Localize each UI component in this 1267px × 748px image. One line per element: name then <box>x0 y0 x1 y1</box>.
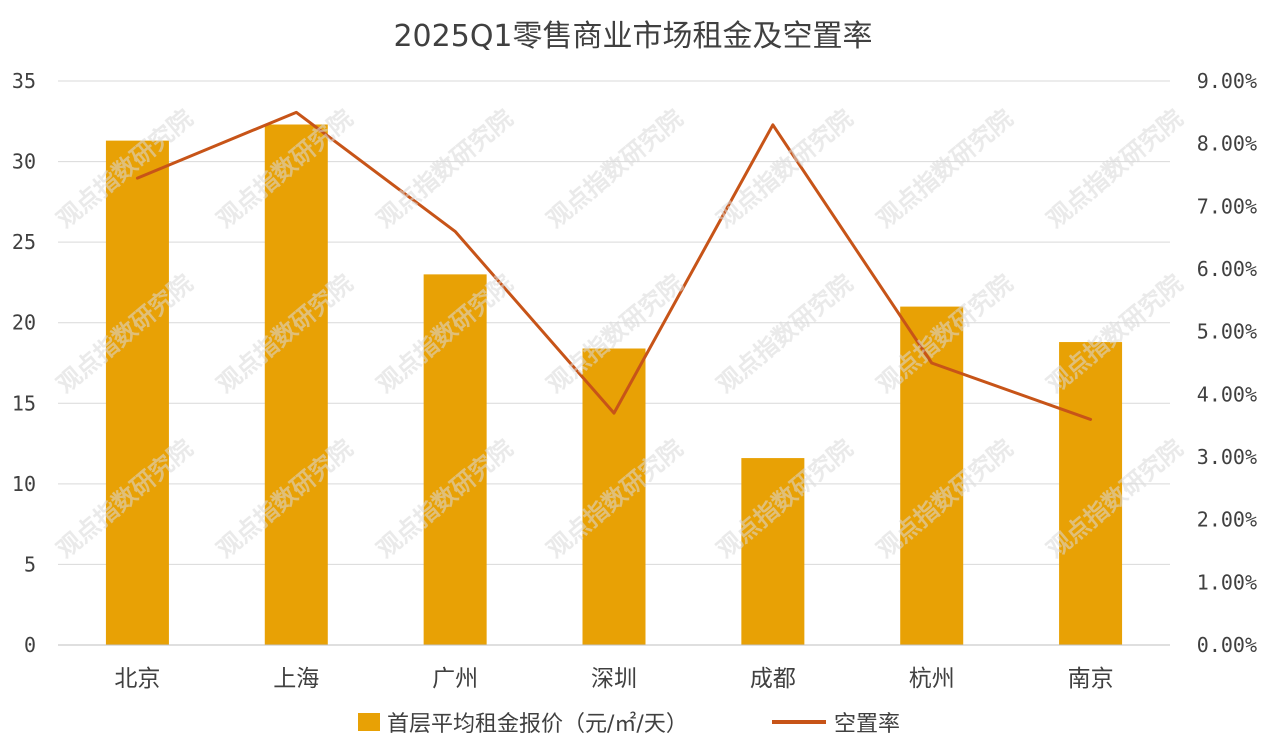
watermark-text: 观点指数研究院 <box>542 104 689 233</box>
y-right-tick-label: 6.00% <box>1197 257 1257 281</box>
legend-label-rent: 首层平均租金报价（元/㎡/天） <box>387 711 688 737</box>
watermark-text: 观点指数研究院 <box>872 104 1019 233</box>
line-vacancy-rate <box>135 110 1093 421</box>
y-left-tick-label: 20 <box>12 311 36 335</box>
y-right-tick-label: 7.00% <box>1197 194 1257 218</box>
x-tick-label: 上海 <box>273 666 319 692</box>
x-tick-label: 广州 <box>432 666 478 692</box>
legend-label-vacancy: 空置率 <box>834 712 900 737</box>
x-tick-label: 杭州 <box>909 666 955 692</box>
y-right-tick-label: 1.00% <box>1197 570 1257 594</box>
bar-南京 <box>1059 342 1123 645</box>
y-right-tick-label: 9.00% <box>1197 69 1257 93</box>
line-series-vacancy <box>135 110 1093 421</box>
bar-广州 <box>423 274 487 645</box>
y-right-tick-label: 0.00% <box>1197 633 1257 657</box>
y-right-tick-label: 4.00% <box>1197 382 1257 406</box>
watermark-text: 观点指数研究院 <box>712 104 859 233</box>
y-right-tick-label: 8.00% <box>1197 132 1257 156</box>
x-tick-label: 成都 <box>750 666 796 692</box>
y-left-tick-label: 30 <box>12 150 36 174</box>
watermark-text: 观点指数研究院 <box>712 269 859 398</box>
axes: 0 5 10 15 20 25 30 35 0.00% 1.00% 2.00% 3.00% 4.00% 5… <box>12 69 1257 692</box>
y-right-tick-label: 2.00% <box>1197 508 1257 532</box>
x-tick-label: 深圳 <box>591 666 637 692</box>
x-tick-label: 南京 <box>1068 666 1114 692</box>
watermark-text: 观点指数研究院 <box>1042 104 1189 233</box>
y-right-tick-label: 3.00% <box>1197 445 1257 469</box>
bar-series-rent <box>105 124 1123 646</box>
y-left-tick-label: 25 <box>12 230 36 254</box>
legend: 首层平均租金报价（元/㎡/天） 空置率 <box>358 711 900 737</box>
y-left-tick-label: 15 <box>12 391 36 415</box>
y-right-tick-label: 5.00% <box>1197 320 1257 344</box>
y-left-tick-label: 35 <box>12 69 36 93</box>
bar-北京 <box>105 140 169 645</box>
watermark-text: 观点指数研究院 <box>372 104 519 233</box>
bar-成都 <box>741 458 805 645</box>
bar-深圳 <box>582 348 646 645</box>
legend-swatch-rent <box>358 713 380 731</box>
chart-title: 2025Q1零售商业市场租金及空置率 <box>393 19 872 54</box>
y-left-tick-label: 10 <box>12 472 36 496</box>
watermark: 观点指数研究院 观点指数研究院 观点指数研究院 观点指数研究院 观点指数研究院 观点指数研… <box>52 104 1189 563</box>
x-tick-label: 北京 <box>114 666 160 692</box>
y-left-tick-label: 0 <box>24 633 36 657</box>
y-left-tick-label: 5 <box>24 552 36 576</box>
bar-上海 <box>264 124 328 646</box>
